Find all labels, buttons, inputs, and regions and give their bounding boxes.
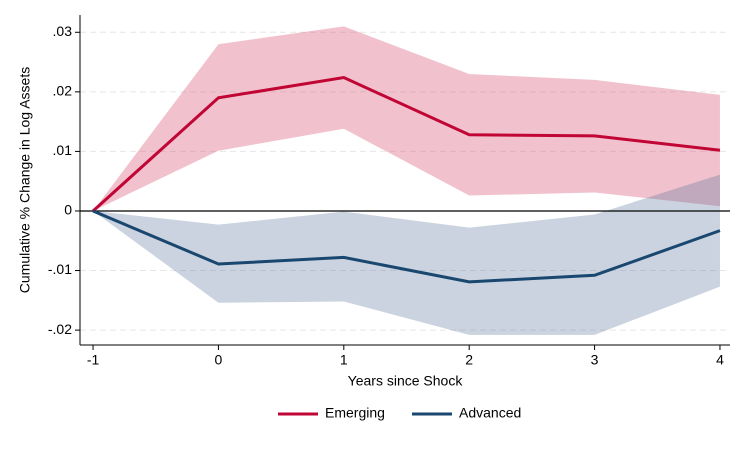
y-tick-label: .03 [53, 23, 73, 39]
x-tick-label: 4 [716, 352, 724, 368]
y-tick-label: 0 [64, 202, 72, 218]
x-tick-label: 3 [591, 352, 599, 368]
x-tick-label: -1 [87, 352, 100, 368]
x-axis-label: Years since Shock [348, 373, 464, 389]
y-tick-label: .02 [53, 83, 73, 99]
line [92, 209, 721, 284]
x-tick-label: 0 [215, 352, 223, 368]
y-tick-label: .01 [53, 142, 73, 158]
confidence-band [93, 174, 720, 335]
y-axis-label: Cumulative % Change in Log Assets [17, 67, 33, 293]
y-tick-label: -.02 [48, 321, 72, 337]
x-tick-label: 1 [340, 352, 348, 368]
legend-label: Emerging [325, 405, 385, 421]
line [92, 75, 721, 213]
y-tick-label: -.01 [48, 261, 72, 277]
x-tick-label: 2 [465, 352, 473, 368]
confidence-band [93, 26, 720, 211]
legend-label: Advanced [459, 405, 521, 421]
